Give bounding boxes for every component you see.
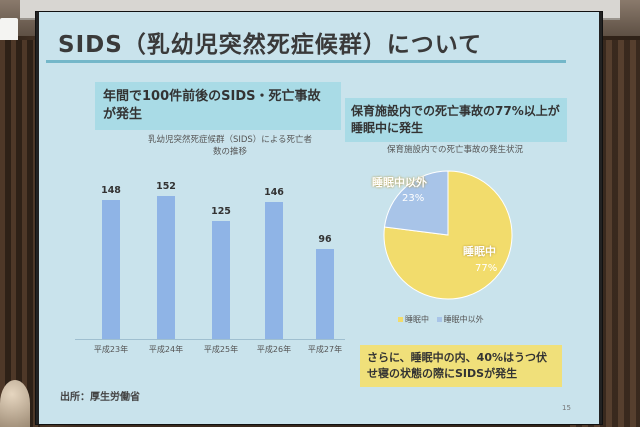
legend-swatch-other [436, 317, 442, 322]
bar-value-label-2: 125 [211, 206, 231, 218]
bar-value-label-1: 152 [156, 180, 176, 192]
bar-4 [316, 248, 334, 339]
left-heading: 年間で100件前後のSIDS・死亡事故が発生 [95, 82, 341, 130]
bar-0 [102, 199, 120, 339]
page-number: 15 [562, 404, 571, 412]
pie-slice-0 [383, 170, 513, 300]
legend-label-other: 睡眠中以外 [443, 315, 484, 324]
bar-3 [265, 201, 283, 339]
audience-head [0, 380, 30, 427]
pie-chart-svg [383, 170, 513, 300]
pie-label-sleep: 睡眠中 [463, 245, 496, 258]
pie-chart [383, 170, 513, 300]
pie-pct-other: 23% [402, 193, 425, 204]
bar-chart-title: 乳幼児突然死症候群（SIDS）による死亡者数の推移 [147, 135, 313, 157]
bar-1 [157, 195, 175, 339]
bar-value-label-0: 148 [101, 184, 121, 196]
right-heading: 保育施設内での死亡事故の77%以上が睡眠中に発生 [345, 98, 567, 142]
legend-swatch-sleep [398, 317, 403, 322]
bar-category-label-4: 平成27年 [307, 345, 343, 354]
slide-title: SIDS（乳幼児突然死症候群）について [58, 32, 483, 58]
wall-panels-left [0, 40, 40, 427]
bar-category-label-2: 平成25年 [203, 345, 239, 354]
bar-category-label-1: 平成24年 [148, 345, 184, 354]
pie-pct-sleep: 77% [475, 263, 498, 274]
legend-label-sleep: 睡眠中 [405, 315, 429, 324]
bar-value-label-4: 96 [318, 233, 332, 245]
pie-label-other: 睡眠中以外 [372, 176, 427, 189]
highlight-note: さらに、睡眠中の内、40%はうつ伏せ寝の状態の際にSIDSが発生 [360, 345, 562, 387]
pie-chart-title: 保育施設内での死亡事故の発生状況 [386, 145, 523, 155]
bar-2 [212, 221, 230, 339]
pie-slice-1 [383, 170, 449, 236]
source-credit: 出所：厚生労働省 [60, 392, 140, 403]
title-underline [46, 60, 566, 63]
bar-value-label-3: 146 [264, 186, 284, 198]
bar-category-label-0: 平成23年 [93, 345, 129, 354]
bar-chart-baseline [75, 339, 345, 340]
pie-legend: 睡眠中 睡眠中以外 [398, 314, 484, 325]
bar-category-label-3: 平成26年 [256, 345, 292, 354]
